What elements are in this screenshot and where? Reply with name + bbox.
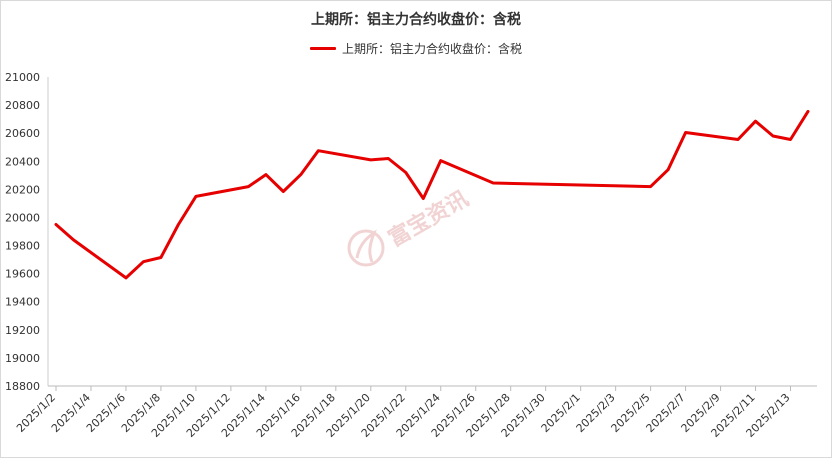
data-point[interactable] [438, 158, 444, 164]
data-point[interactable] [788, 137, 794, 143]
y-axis: 18800 19000 19200 19400 19600 19800 20000 20200… [5, 71, 49, 393]
watermark-logo-icon [347, 229, 385, 267]
series-layer [53, 108, 811, 281]
legend-swatch [309, 47, 336, 50]
legend[interactable]: 上期所：铝主力合约收盘价：含税 [0, 40, 832, 57]
data-point[interactable] [683, 129, 689, 135]
data-point[interactable] [123, 275, 129, 281]
watermark: 富宝资讯 [347, 186, 473, 267]
data-point[interactable] [140, 259, 146, 265]
data-point[interactable] [193, 193, 199, 199]
y-tick-label: 18800 [5, 380, 40, 393]
data-point[interactable] [770, 133, 776, 139]
chart-title: 上期所：铝主力合约收盘价：含税 [311, 12, 521, 28]
x-axis: 2025/1/22025/1/42025/1/62025/1/82025/1/1… [14, 385, 817, 440]
data-point[interactable] [245, 184, 251, 190]
data-point[interactable] [280, 188, 286, 194]
data-point[interactable] [53, 221, 59, 227]
y-tick-label: 20000 [5, 211, 40, 224]
data-point[interactable] [403, 170, 409, 176]
data-point[interactable] [298, 172, 304, 178]
y-tick-label: 19800 [5, 240, 40, 253]
data-point[interactable] [420, 195, 426, 201]
data-point[interactable] [805, 108, 811, 114]
data-point[interactable] [70, 237, 76, 243]
data-point[interactable] [665, 167, 671, 173]
data-point[interactable] [753, 118, 759, 124]
y-tick-label: 20800 [5, 99, 40, 112]
y-tick-label: 20400 [5, 155, 40, 168]
y-tick-label: 19600 [5, 268, 40, 281]
data-point[interactable] [490, 180, 496, 186]
data-point[interactable] [158, 254, 164, 260]
y-tick-label: 19000 [5, 352, 40, 365]
data-point[interactable] [263, 172, 269, 178]
series-line-0 [54, 109, 810, 280]
data-point[interactable] [368, 157, 374, 163]
y-tick-label: 19400 [5, 296, 40, 309]
data-point[interactable] [315, 148, 321, 154]
data-point[interactable] [648, 184, 654, 190]
y-tick-label: 19200 [5, 324, 40, 337]
y-tick-label: 21000 [5, 71, 40, 84]
data-point[interactable] [735, 137, 741, 143]
y-tick-label: 20600 [5, 127, 40, 140]
watermark-text: 富宝资讯 [384, 186, 473, 253]
data-point[interactable] [385, 155, 391, 161]
data-point[interactable] [175, 221, 181, 227]
legend-label: 上期所：铝主力合约收盘价：含税 [341, 42, 522, 56]
y-tick-label: 20200 [5, 183, 40, 196]
